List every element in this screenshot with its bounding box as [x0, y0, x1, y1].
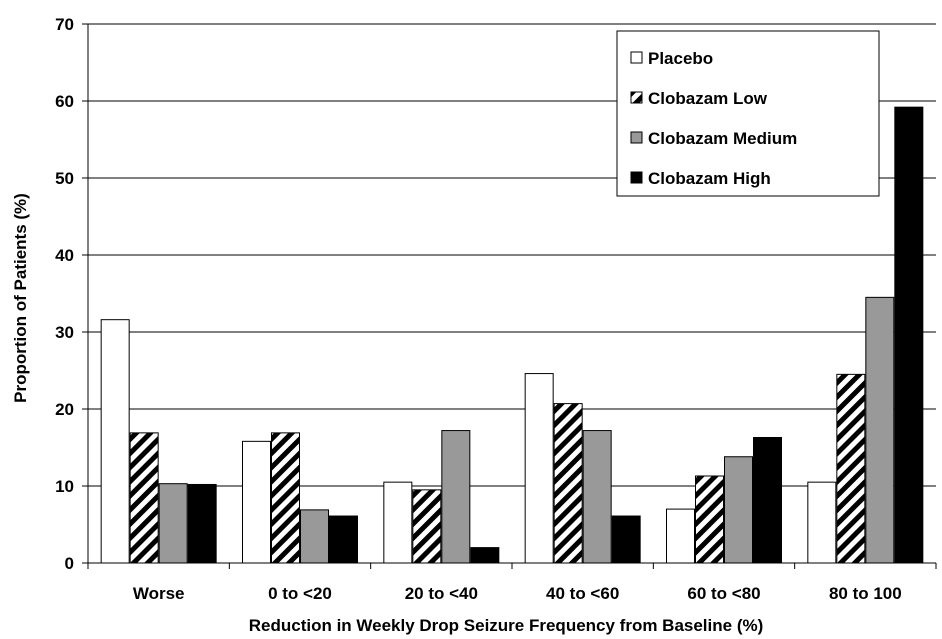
y-axis-title: Proportion of Patients (%) [11, 193, 30, 403]
bar-clobazam-medium [158, 483, 188, 564]
bar-clobazam-low [412, 489, 442, 564]
x-tick-label: 20 to <40 [405, 584, 478, 603]
y-tick-label: 0 [65, 554, 74, 573]
legend-label: Clobazam Low [648, 89, 768, 108]
bar-placebo [383, 481, 413, 564]
bar-clobazam-high [187, 483, 217, 564]
bar-clobazam-high [753, 436, 782, 564]
x-tick-labels: Worse 0 to <20 20 to <40 40 to <60 60 to <80… [133, 584, 902, 603]
legend-swatch [630, 51, 643, 64]
bar-clobazam-low [271, 432, 300, 564]
legend-label: Clobazam Medium [648, 129, 797, 148]
bar-placebo [100, 319, 130, 564]
bar-placebo [666, 508, 695, 564]
bar-placebo [807, 481, 837, 564]
legend-swatch [630, 91, 643, 104]
bar-clobazam-medium [582, 430, 612, 564]
legend: Placebo Clobazam Low Clobazam Medium Clobaz… [616, 30, 880, 197]
legend-label: Clobazam High [648, 169, 771, 188]
bars [100, 106, 924, 564]
x-tick-label: 0 to <20 [268, 584, 332, 603]
bar-clobazam-medium [865, 296, 895, 564]
bar-placebo [524, 373, 554, 564]
legend-label: Placebo [648, 49, 713, 68]
axes [82, 23, 937, 569]
x-axis-title: Reduction in Weekly Drop Seizure Frequen… [249, 616, 764, 635]
x-tick-label: 40 to <60 [546, 584, 619, 603]
bar-clobazam-low [836, 373, 866, 564]
legend-swatch [630, 131, 643, 144]
bar-clobazam-low [553, 403, 583, 564]
bar-clobazam-medium [724, 456, 753, 564]
bar-clobazam-high [329, 515, 358, 564]
y-tick-labels: 0 10 20 30 40 50 60 70 [55, 15, 74, 573]
legend-swatch [630, 171, 643, 184]
bar-clobazam-low [129, 432, 159, 564]
bar-clobazam-low [695, 475, 724, 564]
bar-clobazam-medium [441, 430, 471, 564]
y-tick-label: 30 [55, 323, 74, 342]
y-tick-label: 60 [55, 92, 74, 111]
x-tick-label: 60 to <80 [687, 584, 760, 603]
bar-clobazam-medium [300, 509, 329, 564]
gridlines [88, 23, 936, 487]
legend-box [616, 30, 880, 197]
bar-placebo [242, 440, 271, 564]
bar-clobazam-high [611, 515, 641, 564]
x-tick-label: Worse [133, 584, 185, 603]
y-tick-label: 50 [55, 169, 74, 188]
bar-clobazam-high [470, 547, 500, 564]
x-tick-label: 80 to 100 [829, 584, 902, 603]
y-tick-label: 70 [55, 15, 74, 34]
bar-clobazam-high [894, 106, 924, 564]
y-tick-label: 20 [55, 400, 74, 419]
y-tick-label: 10 [55, 477, 74, 496]
y-tick-label: 40 [55, 246, 74, 265]
